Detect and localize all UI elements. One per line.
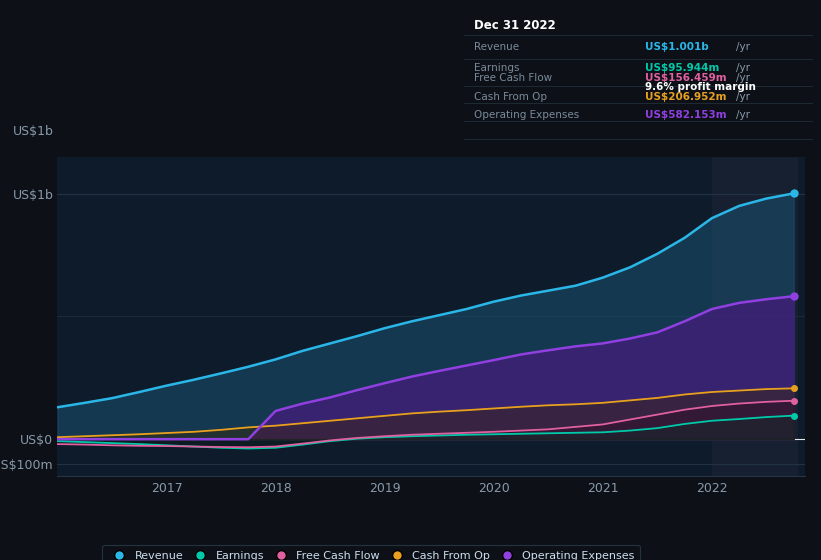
Text: Free Cash Flow: Free Cash Flow [475, 73, 553, 83]
Text: /yr: /yr [736, 92, 750, 102]
Text: US$1b: US$1b [12, 125, 53, 138]
Text: /yr: /yr [736, 73, 750, 83]
Text: 9.6% profit margin: 9.6% profit margin [645, 82, 756, 92]
Text: US$1.001b: US$1.001b [645, 42, 709, 52]
Text: Cash From Op: Cash From Op [475, 92, 548, 102]
Text: US$206.952m: US$206.952m [645, 92, 727, 102]
Text: Earnings: Earnings [475, 63, 520, 73]
Text: US$156.459m: US$156.459m [645, 73, 727, 83]
Text: /yr: /yr [736, 42, 750, 52]
Text: Revenue: Revenue [475, 42, 520, 52]
Legend: Revenue, Earnings, Free Cash Flow, Cash From Op, Operating Expenses: Revenue, Earnings, Free Cash Flow, Cash … [103, 545, 640, 560]
Bar [712, 157, 797, 476]
Text: US$95.944m: US$95.944m [645, 63, 720, 73]
Text: Dec 31 2022: Dec 31 2022 [475, 19, 556, 32]
Text: /yr: /yr [736, 110, 750, 120]
Text: Operating Expenses: Operating Expenses [475, 110, 580, 120]
Text: US$582.153m: US$582.153m [645, 110, 727, 120]
Text: /yr: /yr [736, 63, 750, 73]
